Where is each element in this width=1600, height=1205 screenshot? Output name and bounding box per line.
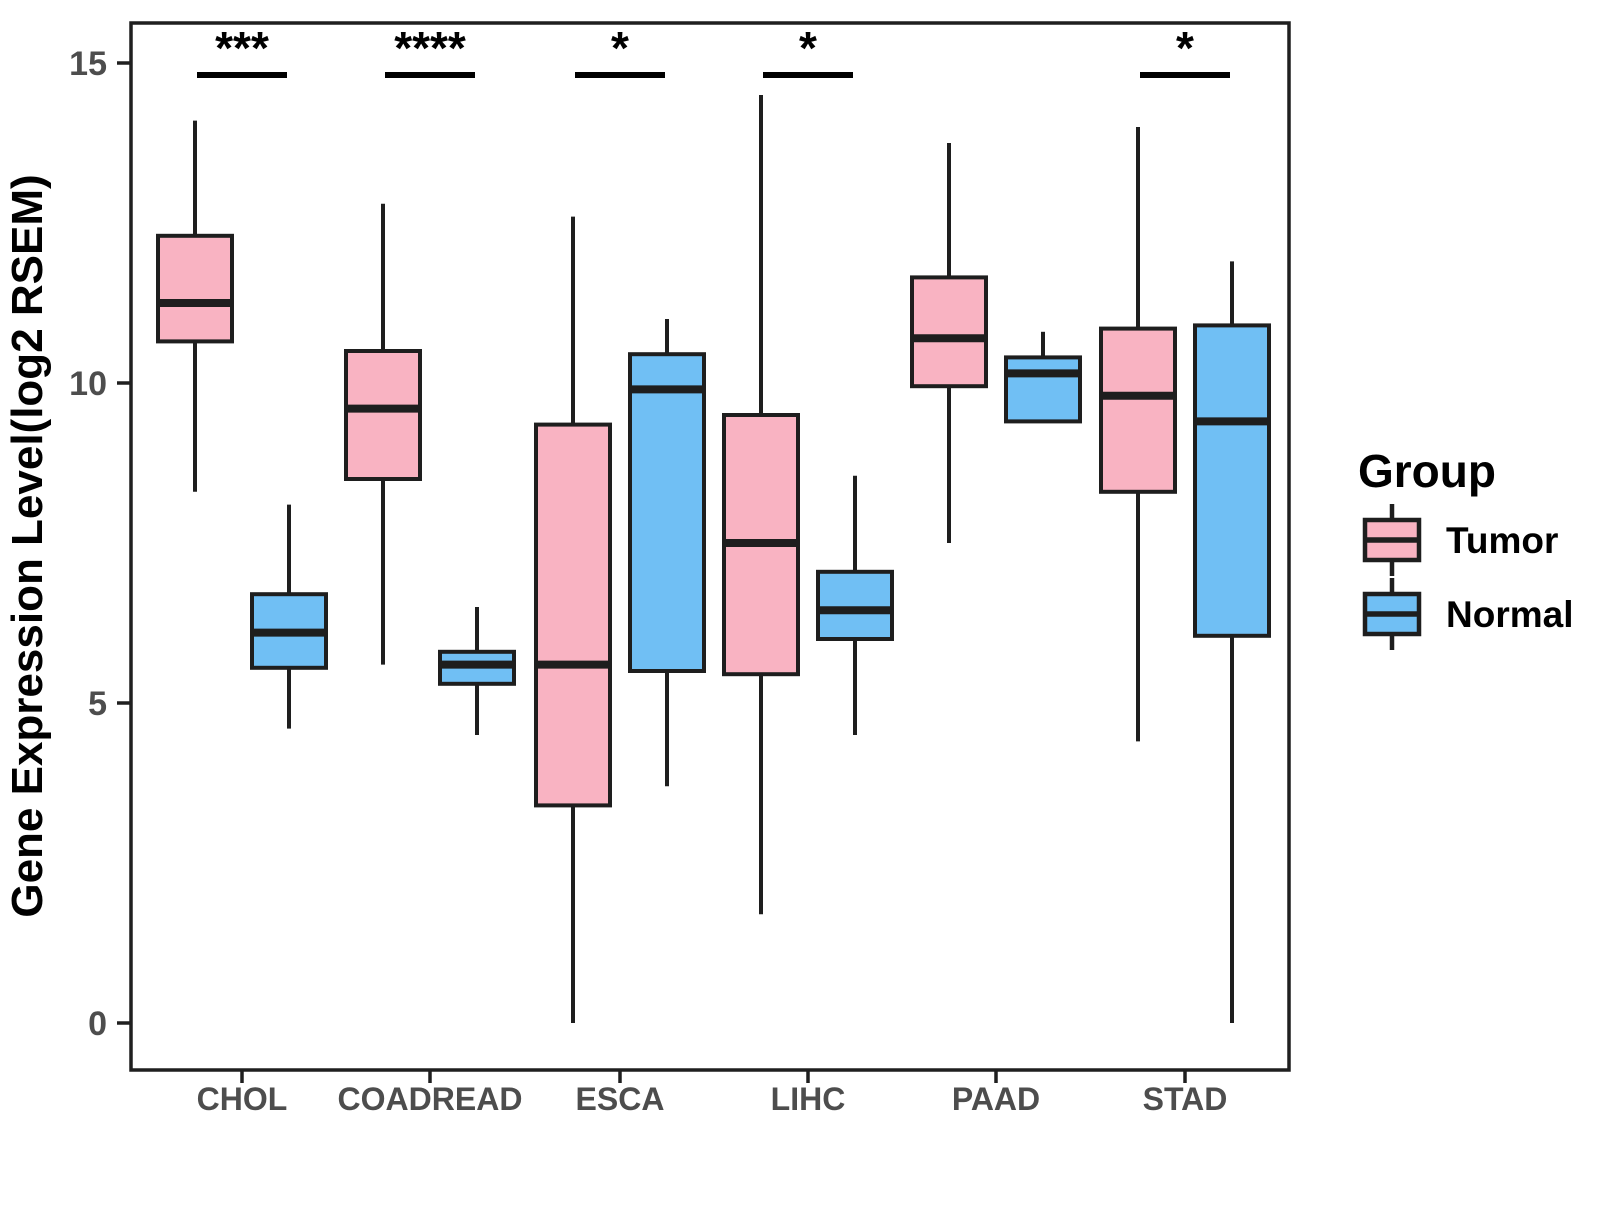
legend-item-tumor: Tumor — [1362, 504, 1558, 576]
iqr-box — [344, 349, 422, 481]
legend: Group Tumor Normal — [1358, 445, 1573, 650]
y-axis: Gene Expression Level(log2 RSEM) 0 5 10 15 — [3, 45, 131, 1043]
x-tick-label-paad: PAAD — [952, 1081, 1040, 1117]
iqr-box — [156, 233, 234, 344]
legend-label-normal: Normal — [1446, 594, 1573, 635]
y-axis-title: Gene Expression Level(log2 RSEM) — [3, 174, 52, 917]
iqr-box — [910, 275, 988, 389]
significance-stars-chol: *** — [215, 22, 269, 74]
iqr-box — [1193, 323, 1271, 638]
box-esca-normal — [628, 319, 706, 787]
iqr-box — [628, 352, 706, 673]
legend-item-normal: Normal — [1362, 578, 1573, 650]
x-tick-label-lihc: LIHC — [771, 1081, 846, 1117]
iqr-box — [816, 569, 894, 641]
legend-title: Group — [1358, 445, 1496, 497]
box-paad-tumor — [910, 143, 988, 543]
box-stad-tumor — [1099, 127, 1177, 742]
y-tick-label-0: 0 — [88, 1005, 107, 1043]
box-stad-normal — [1193, 261, 1271, 1023]
plot-panel — [129, 21, 1291, 1072]
y-tick-label-10: 10 — [69, 365, 107, 403]
box-paad-normal — [1004, 331, 1082, 424]
box-chol-normal — [250, 504, 328, 729]
box-chol-tumor — [156, 120, 234, 492]
box-esca-tumor — [534, 216, 612, 1023]
box-lihc-normal — [816, 475, 894, 735]
legend-label-tumor: Tumor — [1446, 520, 1558, 561]
y-tick-label-5: 5 — [88, 685, 107, 723]
x-tick-label-coadread: COADREAD — [338, 1081, 523, 1117]
significance-stars-lihc: * — [799, 22, 817, 74]
significance-stars-esca: * — [611, 22, 629, 74]
panel-border — [129, 21, 1291, 1072]
significance-stars-stad: * — [1176, 22, 1194, 74]
iqr-box — [1099, 326, 1177, 494]
x-tick-label-stad: STAD — [1143, 1081, 1228, 1117]
iqr-box — [534, 422, 612, 808]
box-coadread-normal — [438, 607, 516, 735]
significance-stars-coadread: **** — [394, 22, 466, 74]
significance-layer: *** **** * * * — [197, 22, 1230, 78]
box-coadread-tumor — [344, 203, 422, 665]
x-tick-label-chol: CHOL — [197, 1081, 288, 1117]
box-lihc-tumor — [722, 95, 800, 915]
x-tick-label-esca: ESCA — [576, 1081, 665, 1117]
x-axis: CHOL COADREAD ESCA LIHC PAAD STAD — [197, 1070, 1228, 1117]
boxes-layer — [156, 95, 1271, 1023]
y-tick-label-15: 15 — [69, 45, 107, 83]
iqr-box — [1004, 355, 1082, 424]
